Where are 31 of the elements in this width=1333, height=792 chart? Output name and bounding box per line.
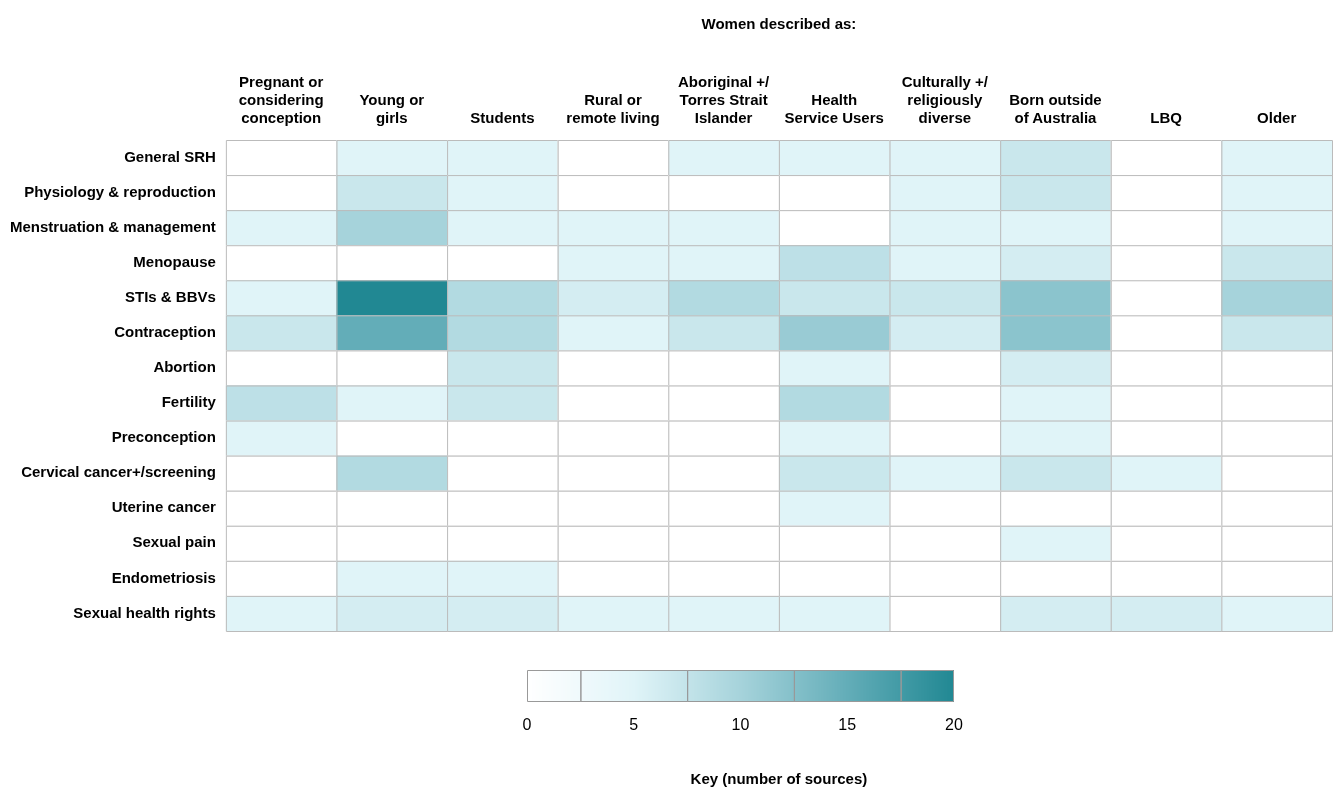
- y-tick-label: Cervical cancer+/screening: [21, 463, 216, 481]
- y-tick-label: Preconception: [111, 428, 216, 446]
- color-bar-label: 0: [522, 716, 532, 734]
- y-tick-label: Fertility: [161, 393, 217, 411]
- x-tick-label: Older: [1257, 109, 1297, 127]
- x-tick-label: Pregnant or considering conception: [238, 73, 324, 127]
- color-bar-label: 15: [838, 716, 857, 734]
- y-tick-label: STIs & BBVs: [125, 287, 216, 305]
- y-tick-label: Menopause: [133, 252, 216, 270]
- x-tick-label: Young or girls: [359, 91, 425, 127]
- y-tick-label: Endometriosis: [111, 568, 216, 586]
- y-tick-label: Physiology & reproduction: [24, 182, 216, 200]
- x-tick-label: Rural or remote living: [566, 91, 660, 127]
- y-tick-label: Sexual health rights: [73, 603, 216, 621]
- x-tick-label: Students: [470, 109, 535, 127]
- y-tick-label: General SRH: [124, 147, 216, 165]
- color-bar-title: Key (number of sources): [690, 770, 868, 788]
- color-bar-label: 5: [629, 716, 639, 734]
- x-tick-label: Health Service Users: [784, 91, 884, 127]
- x-tick-label: Aboriginal +/ Torres Strait Islander: [677, 73, 771, 127]
- y-tick-label: Menstruation & management: [9, 217, 216, 235]
- y-tick-label: Uterine cancer: [111, 498, 217, 516]
- color-bar-label: 20: [945, 716, 963, 734]
- y-tick-label: Contraception: [114, 323, 216, 341]
- x-tick-label: Born outside of Australia: [1009, 91, 1102, 127]
- y-tick-label: Abortion: [153, 358, 216, 376]
- y-tick-label: Sexual pain: [132, 533, 216, 551]
- x-tick-label: Culturally +/ religiously diverse: [901, 73, 989, 127]
- chart-title: Women described as:: [701, 15, 857, 33]
- color-bar-label: 10: [731, 716, 750, 734]
- x-tick-label: LBQ: [1150, 109, 1183, 127]
